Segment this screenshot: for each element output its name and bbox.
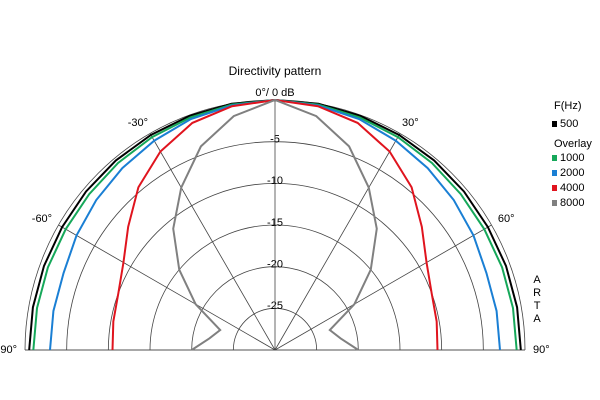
- theta-tick-label: 60°: [498, 213, 515, 225]
- series-line: [172, 98, 378, 351]
- legend-swatch: [552, 170, 557, 176]
- grid-spoke: [274, 224, 492, 351]
- grid-spoke: [58, 224, 276, 351]
- legend-swatch: [552, 200, 557, 206]
- theta-tick-label: 90°: [533, 344, 550, 356]
- legend-label: 8000: [560, 197, 584, 209]
- legend-swatch: [552, 121, 557, 127]
- theta-tick-label: 0°/ 0 dB: [255, 87, 294, 99]
- theta-tick-label: -60°: [32, 213, 52, 225]
- legend-label: 1000: [560, 152, 584, 164]
- chart-title: Directivity pattern: [229, 64, 322, 78]
- grid-spoke: [274, 133, 401, 351]
- watermark: ARTA: [531, 274, 543, 326]
- legend-swatch: [552, 155, 557, 161]
- legend-title: F(Hz): [554, 100, 582, 112]
- theta-tick-label: -90°: [0, 344, 17, 356]
- legend-swatch: [552, 185, 557, 191]
- grid-spoke: [149, 133, 276, 351]
- legend-label: 2000: [560, 167, 584, 179]
- theta-tick-label: -30°: [128, 117, 148, 129]
- legend-label: 500: [560, 118, 578, 130]
- legend-subtitle: Overlay: [554, 138, 592, 150]
- theta-tick-label: 30°: [402, 117, 419, 129]
- legend-label: 4000: [560, 182, 584, 194]
